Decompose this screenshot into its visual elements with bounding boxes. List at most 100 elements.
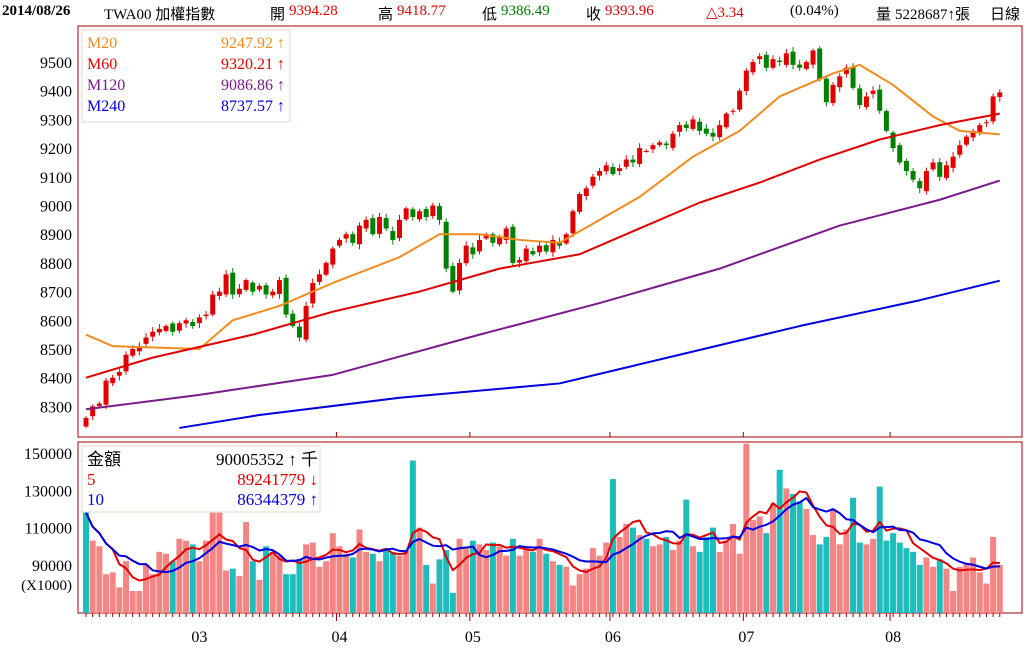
price-tick-label: 8900: [40, 227, 72, 244]
volume-bar: [750, 520, 756, 613]
candle-body: [256, 285, 262, 290]
candle-body: [236, 288, 242, 295]
volume-bar: [289, 574, 296, 613]
quote-header: 2014/08/26 TWA00 加權指數 開 9394.28 高 9418.7…: [0, 0, 1024, 24]
volume-unit-label: (X1000): [21, 578, 72, 594]
candle-body: [583, 188, 589, 197]
candle-body: [296, 326, 302, 338]
volume-bar: [483, 549, 490, 613]
volume-bar: [796, 501, 803, 613]
candle-body: [717, 125, 723, 138]
candle-body: [597, 171, 603, 176]
volume-bar: [990, 536, 997, 613]
volume-bar: [356, 529, 363, 613]
ma-line-m60: [85, 112, 1000, 379]
candle-body: [983, 122, 989, 124]
candle-body: [490, 234, 496, 243]
volume-bar: [309, 542, 316, 613]
volume-bar: [243, 522, 250, 613]
volume-bar: [516, 555, 523, 613]
candle-body: [156, 328, 162, 333]
volume-bar: [416, 527, 423, 613]
ma-line-m240: [179, 279, 1001, 429]
candle-body: [543, 245, 549, 252]
candle-body: [230, 272, 236, 295]
candle-body: [623, 159, 629, 167]
candle-body: [410, 209, 416, 217]
candle-body: [843, 67, 849, 75]
candle-body: [817, 48, 823, 80]
volume-bar: [810, 535, 817, 613]
candle-body: [630, 159, 636, 163]
open-value: 9394.28: [289, 3, 338, 19]
period-button[interactable]: 日線: [990, 7, 1021, 23]
volume-bar: [556, 564, 563, 613]
volume-bar: [776, 469, 783, 613]
volume-bar: [156, 551, 163, 613]
volume-bar: [203, 540, 210, 613]
volume-bar: [616, 536, 623, 613]
volume-bar: [683, 499, 690, 613]
volume-bar: [823, 536, 830, 613]
candle-body: [657, 142, 663, 145]
volume-legend-value: 89241779 ↓: [237, 470, 318, 489]
candle-body: [570, 211, 576, 234]
candle-body: [183, 320, 189, 324]
month-label: 06: [605, 629, 621, 646]
volume-bar: [503, 555, 510, 613]
volume-bar: [563, 566, 570, 613]
legend-value: 9320.21 ↑: [221, 56, 285, 73]
volume-label: 量: [876, 7, 892, 23]
volume-bar: [916, 564, 923, 613]
candle-body: [370, 218, 376, 235]
volume-bar: [629, 527, 636, 613]
volume-bar: [783, 488, 790, 613]
candle-body: [430, 205, 436, 217]
volume-bar: [403, 549, 410, 613]
volume-bar: [509, 538, 516, 613]
volume-bar: [729, 523, 736, 613]
candle-body: [950, 156, 956, 168]
volume-legend: 金額 90005352 ↑ 千 5 89241779 ↓ 10 86344379 ↑: [81, 445, 321, 513]
volume-bar: [543, 553, 550, 613]
volume-bar: [383, 548, 390, 613]
volume-value: 5228687↑張: [895, 7, 971, 23]
candle-body: [677, 125, 683, 132]
low-value: 9386.49: [501, 3, 550, 19]
volume-bar: [223, 570, 230, 613]
candle-body: [417, 211, 422, 220]
volume-bar: [129, 591, 136, 613]
volume-bar: [689, 546, 696, 613]
month-label: 07: [738, 629, 754, 646]
candle-body: [330, 248, 336, 265]
candle-body: [917, 181, 923, 189]
legend-name: M20: [87, 35, 117, 52]
candle-body: [343, 234, 349, 239]
candle-body: [797, 64, 803, 68]
legend-name: M120: [87, 77, 125, 94]
candle-body: [96, 403, 102, 407]
candle-body: [750, 62, 756, 73]
volume-bar: [576, 574, 583, 613]
legend-value: 8737.57 ↑: [221, 98, 285, 115]
volume-bar: [736, 553, 743, 613]
candle-body: [176, 323, 182, 331]
candle-body: [116, 371, 122, 376]
candle-body: [450, 266, 456, 292]
volume-bar: [649, 546, 656, 613]
candle-body: [276, 280, 282, 294]
candle-body: [970, 130, 976, 138]
legend-value: 9086.86 ↑: [221, 77, 285, 94]
volume-tick-label: 90000: [32, 558, 72, 575]
candle-body: [757, 56, 763, 60]
candle-body: [963, 136, 969, 145]
volume-bar: [149, 574, 156, 613]
candle-body: [910, 171, 916, 180]
legend-value: 9247.92 ↑: [221, 35, 285, 52]
candle-body: [810, 50, 816, 65]
candle-body: [550, 239, 556, 253]
legend-name: M240: [87, 98, 125, 115]
candle-body: [877, 89, 883, 111]
price-tick-label: 9300: [40, 112, 72, 129]
